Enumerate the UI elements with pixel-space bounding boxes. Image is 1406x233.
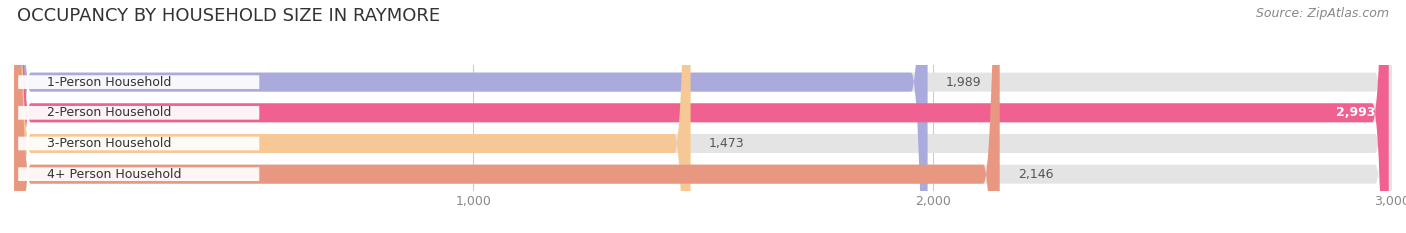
FancyBboxPatch shape xyxy=(14,0,1389,233)
FancyBboxPatch shape xyxy=(14,0,1392,233)
Text: 3-Person Household: 3-Person Household xyxy=(48,137,172,150)
Text: 2-Person Household: 2-Person Household xyxy=(48,106,172,119)
Text: 1,473: 1,473 xyxy=(709,137,745,150)
FancyBboxPatch shape xyxy=(14,0,1392,233)
Text: 2,146: 2,146 xyxy=(1018,168,1053,181)
FancyBboxPatch shape xyxy=(14,0,690,233)
FancyBboxPatch shape xyxy=(18,137,259,150)
Text: 4+ Person Household: 4+ Person Household xyxy=(48,168,181,181)
Text: OCCUPANCY BY HOUSEHOLD SIZE IN RAYMORE: OCCUPANCY BY HOUSEHOLD SIZE IN RAYMORE xyxy=(17,7,440,25)
FancyBboxPatch shape xyxy=(18,167,259,181)
Text: 1,989: 1,989 xyxy=(946,76,981,89)
FancyBboxPatch shape xyxy=(14,0,1392,233)
FancyBboxPatch shape xyxy=(18,75,259,89)
Text: 1-Person Household: 1-Person Household xyxy=(48,76,172,89)
FancyBboxPatch shape xyxy=(14,0,928,233)
FancyBboxPatch shape xyxy=(14,0,1000,233)
FancyBboxPatch shape xyxy=(14,0,1392,233)
Text: Source: ZipAtlas.com: Source: ZipAtlas.com xyxy=(1256,7,1389,20)
Text: 2,993: 2,993 xyxy=(1336,106,1375,119)
FancyBboxPatch shape xyxy=(18,106,259,120)
